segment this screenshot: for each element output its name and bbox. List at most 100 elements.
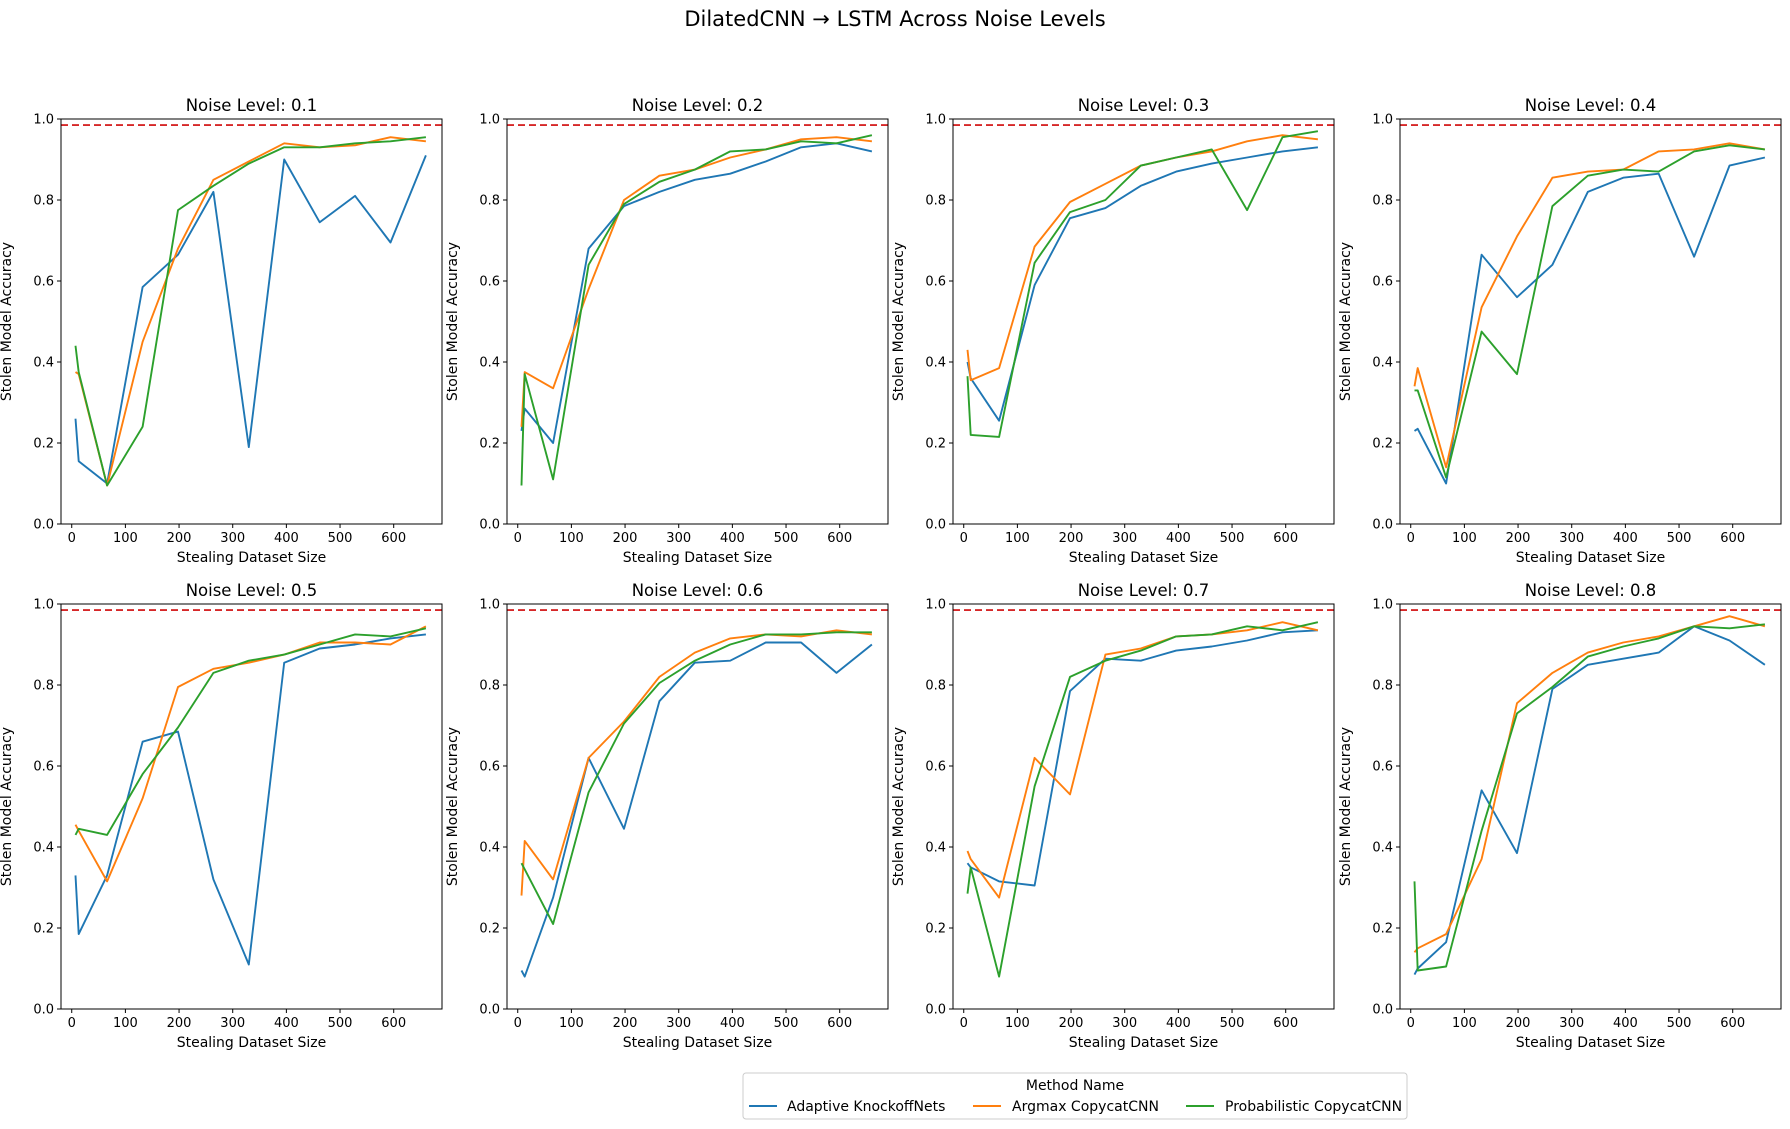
x-tick-label: 600 — [381, 531, 406, 546]
x-tick-label: 200 — [1059, 1016, 1084, 1031]
series-line-adaptive-knockoffnets — [1413, 625, 1766, 976]
x-tick-label: 500 — [328, 531, 353, 546]
y-tick-label: 1.0 — [479, 113, 500, 128]
x-tick-label: 100 — [1452, 1016, 1477, 1031]
series-line-argmax-copycatcnn — [520, 629, 873, 896]
x-axis-label: Stealing Dataset Size — [177, 1035, 327, 1051]
y-tick-label: 1.0 — [925, 598, 946, 613]
plot-frame — [952, 603, 1335, 1010]
x-tick-label: 600 — [827, 1016, 852, 1031]
x-tick-label: 600 — [1273, 1016, 1298, 1031]
y-tick-label: 1.0 — [925, 113, 946, 128]
x-tick-label: 500 — [1667, 1016, 1692, 1031]
x-tick-label: 200 — [613, 531, 638, 546]
subplot-title: Noise Level: 0.8 — [1525, 581, 1657, 600]
x-tick-label: 100 — [113, 1016, 138, 1031]
series-line-adaptive-knockoffnets — [74, 155, 427, 485]
x-tick-label: 300 — [1112, 1016, 1137, 1031]
y-tick-label: 0.8 — [925, 194, 946, 209]
x-tick-label: 500 — [328, 1016, 353, 1031]
subplot-title: Noise Level: 0.6 — [632, 581, 764, 600]
plot-area — [1400, 604, 1781, 1009]
series-line-adaptive-knockoffnets — [966, 146, 1319, 422]
x-tick-label: 0 — [68, 531, 76, 546]
y-tick-label: 0.2 — [479, 437, 500, 452]
y-tick-label: 0.4 — [1372, 356, 1393, 371]
legend: Method Name Adaptive KnockoffNets Argmax… — [742, 1072, 1408, 1120]
y-tick-label: 0.8 — [925, 679, 946, 694]
y-tick-label: 0.2 — [33, 922, 54, 937]
plot-area — [507, 119, 888, 524]
x-axis-label: Stealing Dataset Size — [1069, 550, 1219, 566]
x-tick-label: 600 — [1720, 1016, 1745, 1031]
x-tick-label: 300 — [1559, 1016, 1584, 1031]
y-tick-label: 1.0 — [33, 113, 54, 128]
x-tick-label: 200 — [167, 1016, 192, 1031]
series-line-probabilistic-copycatcnn — [74, 627, 427, 836]
y-axis-label: Stolen Model Accuracy — [0, 727, 15, 886]
series-line-probabilistic-copycatcnn — [520, 134, 873, 486]
y-axis-label: Stolen Model Accuracy — [891, 727, 907, 886]
legend-item-argmax-copycatcnn: Argmax CopycatCNN — [973, 1099, 1159, 1115]
plot-frame — [506, 118, 889, 525]
y-tick-label: 0.0 — [1372, 518, 1393, 533]
y-tick-label: 0.6 — [479, 760, 500, 775]
legend-label-argmax: Argmax CopycatCNN — [1012, 1099, 1159, 1115]
y-tick-label: 0.0 — [925, 1003, 946, 1018]
series-line-argmax-copycatcnn — [966, 621, 1319, 899]
plot-frame — [60, 118, 443, 525]
x-tick-label: 500 — [774, 531, 799, 546]
x-tick-label: 0 — [1407, 1016, 1415, 1031]
y-tick-label: 0.6 — [479, 275, 500, 290]
y-tick-label: 0.8 — [479, 679, 500, 694]
x-tick-label: 100 — [559, 531, 584, 546]
plot-frame — [1399, 603, 1782, 1010]
x-tick-label: 500 — [1220, 531, 1245, 546]
legend-item-probabilistic-copycatcnn: Probabilistic CopycatCNN — [1186, 1099, 1402, 1115]
subplot-grid: Noise Level: 0.1 0.0 0.2 0.4 0.6 0.8 1.0 0 100 20… — [0, 96, 1782, 1051]
x-tick-label: 0 — [68, 1016, 76, 1031]
legend-item-adaptive-knockoffnets: Adaptive KnockoffNets — [749, 1099, 945, 1115]
series-line-adaptive-knockoffnets — [520, 142, 873, 444]
x-tick-label: 200 — [167, 531, 192, 546]
x-tick-label: 600 — [1720, 531, 1745, 546]
series-line-probabilistic-copycatcnn — [74, 136, 427, 487]
x-tick-label: 200 — [613, 1016, 638, 1031]
x-tick-label: 0 — [1407, 531, 1415, 546]
y-tick-label: 0.6 — [925, 760, 946, 775]
x-tick-label: 600 — [1273, 531, 1298, 546]
y-tick-label: 0.4 — [33, 841, 54, 856]
y-tick-label: 0.2 — [479, 922, 500, 937]
y-axis-label: Stolen Model Accuracy — [1338, 242, 1354, 401]
x-tick-label: 500 — [1667, 531, 1692, 546]
y-tick-label: 0.0 — [479, 1003, 500, 1018]
y-tick-label: 1.0 — [1372, 598, 1393, 613]
x-tick-label: 400 — [274, 531, 299, 546]
x-tick-label: 0 — [960, 531, 968, 546]
y-tick-label: 0.6 — [33, 275, 54, 290]
subplot-title: Noise Level: 0.5 — [186, 581, 318, 600]
y-tick-label: 0.4 — [479, 356, 500, 371]
x-tick-label: 100 — [1452, 531, 1477, 546]
series-line-probabilistic-copycatcnn — [1414, 144, 1766, 479]
x-tick-label: 300 — [220, 531, 245, 546]
y-tick-label: 0.2 — [925, 922, 946, 937]
y-axis-label: Stolen Model Accuracy — [1338, 727, 1354, 886]
subplot-title: Noise Level: 0.7 — [1078, 581, 1210, 600]
x-tick-label: 300 — [1112, 531, 1137, 546]
x-tick-label: 600 — [381, 1016, 406, 1031]
x-axis-label: Stealing Dataset Size — [1069, 1035, 1219, 1051]
x-tick-label: 400 — [1166, 531, 1191, 546]
y-tick-label: 0.4 — [925, 356, 946, 371]
y-tick-label: 0.0 — [479, 518, 500, 533]
y-tick-label: 0.6 — [1372, 760, 1393, 775]
y-tick-label: 0.8 — [1372, 679, 1393, 694]
x-tick-label: 200 — [1506, 531, 1531, 546]
y-tick-label: 1.0 — [1372, 113, 1393, 128]
y-tick-label: 0.8 — [1372, 194, 1393, 209]
y-tick-label: 0.2 — [1372, 437, 1393, 452]
plot-frame — [60, 603, 443, 1010]
subplot-title: Noise Level: 0.2 — [632, 96, 764, 115]
subplot-title: Noise Level: 0.3 — [1078, 96, 1210, 115]
